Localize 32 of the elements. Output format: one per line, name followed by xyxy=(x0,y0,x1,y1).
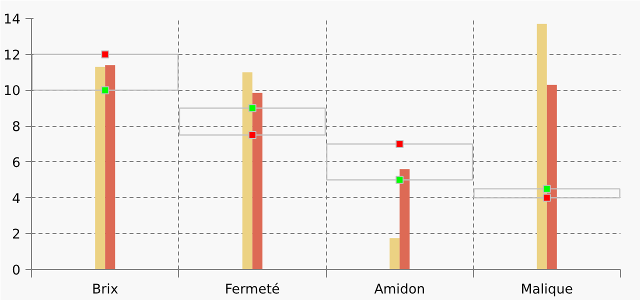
point xyxy=(396,140,404,148)
point xyxy=(248,131,256,140)
bar xyxy=(178,108,326,136)
y-tick-label: 12 xyxy=(4,48,21,64)
y-tick-label: 2 xyxy=(12,228,21,243)
point xyxy=(101,86,110,94)
point xyxy=(542,194,551,202)
bar xyxy=(400,169,410,270)
bar xyxy=(242,72,252,270)
y-tick-label: 0 xyxy=(12,264,21,278)
bar xyxy=(390,238,400,270)
bar xyxy=(546,84,557,270)
bar xyxy=(105,65,116,270)
point xyxy=(396,176,404,184)
y-tick-label: 4 xyxy=(12,192,21,207)
bar xyxy=(32,54,179,91)
point xyxy=(248,104,256,112)
bar xyxy=(536,24,547,270)
y-tick-label: 6 xyxy=(12,156,21,171)
bar xyxy=(252,92,262,270)
y-tick-label: 14 xyxy=(4,12,21,28)
y-tick-label: 10 xyxy=(4,84,21,100)
point xyxy=(542,184,551,193)
x-tick-label: Brix xyxy=(92,282,118,298)
bar xyxy=(473,188,620,198)
x-tick-label: Fermeté xyxy=(224,282,280,298)
y-tick-label: 8 xyxy=(12,120,21,136)
x-tick-label: Malique xyxy=(520,282,573,298)
point xyxy=(101,50,110,58)
x-tick-label: Amidon xyxy=(374,282,426,298)
bar xyxy=(326,143,474,180)
bar xyxy=(95,66,106,270)
